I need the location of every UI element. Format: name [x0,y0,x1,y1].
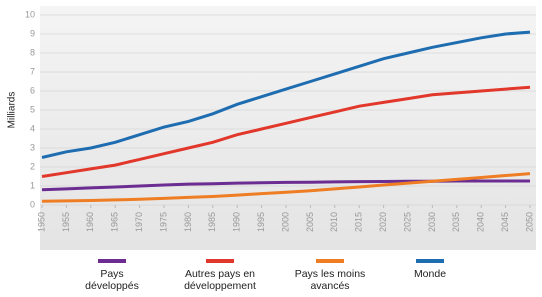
legend-label: Monde [413,268,447,280]
legend-label: Autres pays en développement [184,268,256,292]
x-tick-label: 1970 [134,212,144,232]
x-tick-label: 1980 [183,212,193,232]
series-line [41,85,531,178]
x-tick-label: 2025 [402,212,412,232]
series-line [41,30,531,159]
legend-label: Pays développés [85,268,139,292]
x-tick-label: 1990 [232,212,242,232]
x-tick-label: 1955 [61,212,71,232]
plot-background [40,6,536,250]
x-tick-label: 2050 [524,212,534,232]
x-tick-label: 2045 [500,212,510,232]
y-tick-label: 5 [30,104,35,114]
y-tick-label: 6 [30,85,35,95]
y-tick-label: 3 [30,142,35,152]
y-tick-label: 0 [30,199,35,209]
x-tick-label: 1985 [207,212,217,232]
y-tick-label: 7 [30,66,35,76]
legend-swatch [416,259,444,263]
y-tick-label: 1 [30,180,35,190]
legend-swatch [206,259,234,263]
x-tick-label: 2005 [305,212,315,232]
legend-swatch [316,259,344,263]
x-tick-label: 2010 [329,212,339,232]
x-tick-label: 1960 [85,212,95,232]
legend-label: Pays les moins avancés [294,268,366,292]
y-axis-label: Milliards [7,92,18,129]
y-tick-label: 8 [30,47,35,57]
legend-swatch [98,259,126,263]
x-tick-label: 2035 [451,212,461,232]
x-tick-label: 2040 [476,212,486,232]
y-tick-label: 4 [30,123,35,133]
y-tick-label: 9 [30,28,35,38]
x-tick-label: 1995 [256,212,266,232]
y-tick-label: 10 [25,9,35,19]
y-tick-label: 2 [30,161,35,171]
x-tick-label: 1965 [110,212,120,232]
x-tick-label: 1975 [158,212,168,232]
x-tick-label: 2000 [280,212,290,232]
x-tick-label: 2020 [378,212,388,232]
x-tick-label: 2015 [354,212,364,232]
x-tick-label: 1950 [36,212,46,232]
series-line [41,172,531,203]
x-tick-label: 2030 [427,212,437,232]
